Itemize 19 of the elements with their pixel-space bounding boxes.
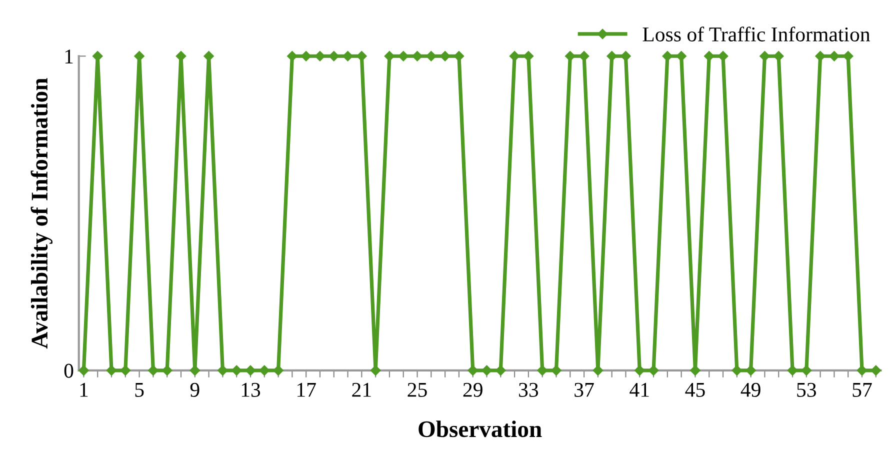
x-axis-title: Observation xyxy=(418,420,542,438)
x-tick-label: 37 xyxy=(574,382,594,397)
x-tick-label: 9 xyxy=(190,382,200,397)
x-tick-label: 1 xyxy=(80,382,88,397)
x-tick-label: 45 xyxy=(685,382,705,397)
x-tick-label: 49 xyxy=(740,382,760,397)
x-tick-label: 21 xyxy=(352,382,371,397)
legend-label: Loss of Traffic Information xyxy=(642,26,870,42)
x-tick-label: 41 xyxy=(630,382,649,397)
x-tick-label: 33 xyxy=(519,382,538,397)
x-tick-label: 5 xyxy=(135,383,144,397)
x-tick-label: 57 xyxy=(852,383,872,397)
x-tick-label: 17 xyxy=(298,382,316,397)
y-tick-label: 0 xyxy=(64,364,74,378)
x-tick-label: 29 xyxy=(463,382,482,397)
x-tick-label: 53 xyxy=(797,382,816,397)
x-tick-label: 13 xyxy=(242,382,260,397)
y-axis-title: Availability of Information xyxy=(30,78,52,349)
x-tick-label: 25 xyxy=(408,382,427,397)
